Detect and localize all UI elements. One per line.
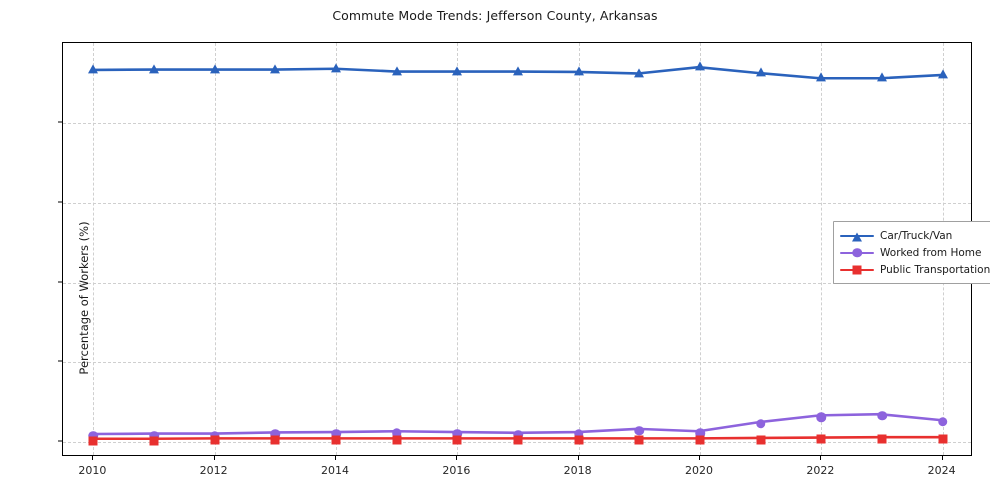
data-point bbox=[391, 66, 402, 76]
x-tick-label: 2022 bbox=[806, 464, 835, 477]
legend-label: Public Transportation bbox=[880, 263, 990, 276]
x-tick-mark bbox=[820, 456, 822, 460]
x-tick-label: 2018 bbox=[563, 464, 592, 477]
x-tick-mark bbox=[335, 456, 336, 460]
data-point bbox=[270, 429, 281, 440]
gridline-horizontal bbox=[63, 203, 971, 205]
data-point bbox=[331, 435, 341, 445]
data-point bbox=[938, 434, 948, 444]
gridline-horizontal bbox=[63, 282, 971, 284]
x-tick-mark bbox=[699, 456, 700, 460]
legend-swatch-icon bbox=[840, 263, 874, 277]
x-tick-label: 2016 bbox=[442, 464, 471, 477]
data-point bbox=[937, 417, 948, 427]
x-tick-label: 2012 bbox=[199, 464, 228, 477]
data-point bbox=[452, 66, 463, 76]
y-tick-mark bbox=[58, 121, 62, 123]
data-point bbox=[695, 435, 705, 445]
y-tick-mark bbox=[58, 360, 62, 362]
data-point bbox=[877, 411, 887, 421]
data-point bbox=[937, 69, 948, 79]
gridline-vertical bbox=[457, 43, 459, 455]
data-point bbox=[88, 64, 99, 74]
gridline-horizontal bbox=[63, 362, 971, 364]
x-tick-label: 2010 bbox=[78, 464, 107, 477]
data-point bbox=[816, 412, 827, 422]
data-point bbox=[209, 430, 220, 441]
data-point bbox=[209, 64, 220, 74]
data-point bbox=[149, 430, 159, 441]
data-point bbox=[270, 64, 281, 74]
x-tick-label: 2014 bbox=[321, 464, 349, 477]
legend-item-1[interactable]: Worked from Home bbox=[840, 244, 990, 261]
data-point bbox=[513, 66, 523, 76]
data-point bbox=[391, 428, 402, 438]
x-tick-mark bbox=[577, 456, 579, 460]
gridline-vertical bbox=[336, 43, 337, 455]
data-point bbox=[149, 436, 159, 446]
data-point bbox=[755, 419, 766, 429]
gridline-vertical bbox=[700, 43, 701, 455]
x-tick-label: 2024 bbox=[927, 464, 956, 477]
data-point bbox=[755, 67, 766, 77]
data-point bbox=[695, 61, 705, 71]
gridline-vertical bbox=[214, 43, 216, 455]
data-point bbox=[816, 72, 827, 82]
data-point bbox=[331, 63, 341, 73]
data-point bbox=[634, 68, 645, 78]
data-point bbox=[392, 435, 402, 445]
x-tick-label: 2020 bbox=[685, 464, 713, 477]
data-point bbox=[573, 66, 584, 76]
data-point bbox=[573, 429, 584, 439]
legend-swatch-icon bbox=[840, 229, 874, 243]
legend-item-2[interactable]: Public Transportation bbox=[840, 261, 990, 278]
chart-title: Commute Mode Trends: Jefferson County, A… bbox=[332, 8, 658, 23]
data-point bbox=[877, 72, 887, 82]
x-tick-mark bbox=[941, 456, 943, 460]
data-point bbox=[574, 435, 584, 445]
data-point bbox=[331, 429, 341, 439]
data-point bbox=[756, 435, 766, 445]
chart-legend[interactable]: Car/Truck/Van Worked from Home Public Tran… bbox=[833, 221, 990, 284]
y-axis-label: Percentage of Workers (%) bbox=[77, 221, 91, 375]
gridline-vertical bbox=[578, 43, 580, 455]
data-point bbox=[452, 435, 462, 445]
data-point bbox=[634, 435, 644, 445]
x-tick-mark bbox=[213, 456, 215, 460]
legend-label: Car/Truck/Van bbox=[880, 229, 953, 242]
y-tick-mark bbox=[58, 201, 62, 203]
legend-label: Worked from Home bbox=[880, 246, 982, 259]
y-tick-mark bbox=[58, 440, 62, 442]
legend-item-0[interactable]: Car/Truck/Van bbox=[840, 227, 990, 244]
y-tick-mark bbox=[58, 281, 62, 283]
data-point bbox=[513, 435, 523, 445]
data-point bbox=[695, 428, 705, 438]
data-point bbox=[452, 429, 463, 439]
data-point bbox=[816, 434, 826, 444]
gridline-horizontal bbox=[63, 123, 971, 125]
data-point bbox=[149, 64, 159, 74]
gridline-vertical bbox=[821, 43, 823, 455]
data-point bbox=[513, 429, 523, 440]
data-point bbox=[634, 425, 645, 436]
gridline-vertical bbox=[93, 43, 95, 455]
data-point bbox=[270, 435, 280, 445]
data-point bbox=[210, 435, 220, 445]
x-tick-mark bbox=[456, 456, 458, 460]
data-point bbox=[877, 434, 887, 444]
x-tick-mark bbox=[92, 456, 94, 460]
legend-swatch-icon bbox=[840, 246, 874, 260]
